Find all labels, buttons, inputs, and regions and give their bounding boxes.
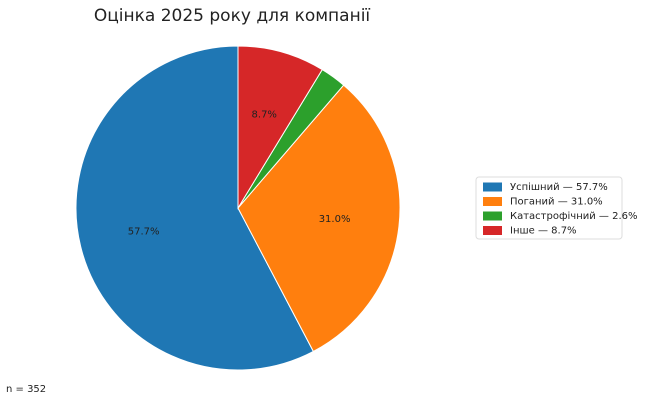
slice-label: 57.7% [128, 226, 160, 237]
legend-label: Успішний — 57.7% [510, 181, 608, 193]
pie-slice [75, 45, 315, 371]
legend-label: Інше — 8.7% [510, 226, 577, 237]
pie-slice [237, 84, 401, 353]
slice-label: 8.7% [252, 109, 277, 120]
legend-swatch [483, 211, 502, 221]
legend-box [475, 176, 623, 240]
slice-label: 31.0% [319, 214, 351, 225]
legend-label: Катастрофічний — 2.6% [510, 210, 638, 222]
footnote: n = 352 [6, 384, 46, 395]
legend-swatch [483, 197, 502, 206]
legend-label: Поганий — 31.0% [510, 197, 603, 208]
pie-slice [237, 45, 323, 210]
legend-swatch [483, 226, 502, 235]
chart-title: Оцінка 2025 року для компанії [94, 6, 371, 26]
legend-swatch [483, 182, 502, 192]
